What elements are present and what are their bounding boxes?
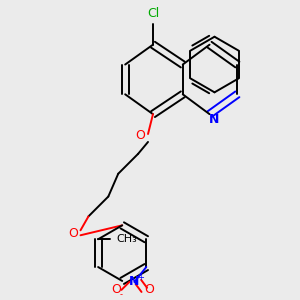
Text: O: O: [69, 227, 79, 240]
Text: O: O: [135, 130, 145, 142]
Text: -: -: [120, 290, 123, 299]
Text: Cl: Cl: [147, 8, 159, 20]
Text: +: +: [137, 274, 144, 283]
Text: O: O: [144, 284, 154, 296]
Text: N: N: [209, 112, 220, 126]
Text: O: O: [112, 284, 122, 296]
Text: CH₃: CH₃: [116, 234, 137, 244]
Text: N: N: [129, 275, 140, 288]
